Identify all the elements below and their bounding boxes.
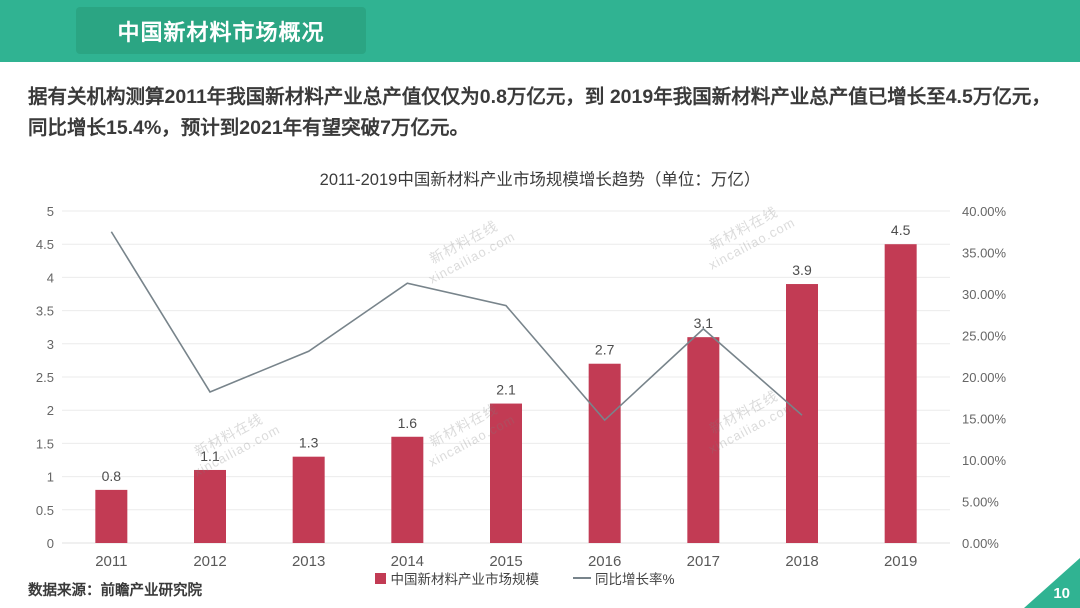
x-axis-tick: 2019 — [884, 553, 917, 570]
bar — [490, 403, 522, 543]
bar-data-label: 2.1 — [496, 382, 516, 398]
y2-axis-tick: 10.00% — [962, 453, 1007, 468]
x-axis-tick: 2016 — [588, 553, 621, 570]
y-axis-tick: 0 — [47, 536, 54, 551]
page-title: 中国新材料市场概况 — [117, 19, 325, 45]
bar-data-label: 1.6 — [398, 415, 418, 431]
y-axis-tick: 3.5 — [36, 304, 54, 319]
bar — [884, 244, 917, 543]
y-axis-tick: 5 — [47, 204, 54, 219]
y2-axis-tick: 0.00% — [962, 536, 999, 551]
intro-paragraph: 据有关机构测算2011年我国新材料产业总产值仅仅为0.8万亿元，到 2019年我… — [28, 86, 1051, 139]
bar-data-label: 3.9 — [792, 262, 812, 278]
y2-axis-tick: 35.00% — [962, 246, 1007, 261]
chart-title: 2011-2019中国新材料产业市场规模增长趋势（单位：万亿） — [319, 171, 761, 189]
y-axis-tick: 2 — [47, 403, 54, 418]
data-source: 数据来源：前瞻产业研究院 — [28, 583, 202, 599]
y2-axis-tick: 5.00% — [962, 495, 999, 510]
bar-series-swatch — [375, 572, 387, 584]
x-axis-tick: 2013 — [292, 553, 325, 570]
y-axis-tick: 4 — [47, 270, 54, 285]
x-axis-tick: 2011 — [95, 553, 127, 570]
page-number: 10 — [1053, 585, 1070, 602]
bar — [687, 337, 720, 543]
y-axis-tick: 1 — [47, 470, 54, 485]
legend-item-bar: 中国新材料产业市场规模 — [375, 568, 539, 588]
x-axis-tick: 2014 — [391, 553, 424, 570]
x-axis-tick: 2015 — [489, 553, 522, 570]
y2-axis-tick: 25.00% — [962, 329, 1007, 344]
y2-axis-tick: 40.00% — [962, 204, 1007, 219]
chart-legend: 中国新材料产业市场规模 同比增长率% — [0, 568, 1050, 588]
x-axis-tick: 2018 — [785, 553, 818, 570]
legend-item-line: 同比增长率% — [572, 568, 675, 588]
bar — [95, 489, 128, 543]
bar-data-label: 2.7 — [595, 342, 615, 358]
bar — [786, 284, 818, 543]
bar — [588, 363, 621, 543]
bar — [194, 469, 226, 543]
growth-line — [110, 231, 803, 422]
bar — [391, 436, 424, 543]
bar-data-label: 1.3 — [299, 435, 319, 451]
x-axis-tick: 2012 — [193, 553, 226, 570]
y2-axis-tick: 20.00% — [962, 370, 1007, 385]
combo-chart: 0 0.5 1 1.5 2 2.5 3 3.5 4 4.5 5 0.00% 5.00% 10.00% 15.… — [0, 195, 1080, 590]
bar-data-label: 0.8 — [102, 468, 122, 484]
legend-line-label: 同比增长率% — [594, 572, 675, 587]
bar-data-label: 4.5 — [891, 222, 911, 238]
y-axis-tick: 0.5 — [36, 503, 54, 518]
bar — [292, 456, 325, 543]
x-axis-tick: 2017 — [687, 553, 720, 570]
line-series-swatch — [572, 577, 591, 579]
y2-axis-tick: 30.00% — [962, 287, 1007, 302]
page-title-box: 中国新材料市场概况 — [76, 7, 366, 54]
bar-data-label: 3.1 — [694, 315, 714, 331]
y-axis-tick: 2.5 — [36, 370, 54, 385]
bar-data-label: 1.1 — [200, 448, 220, 464]
header-bar: 中国新材料市场概况 — [0, 0, 1080, 62]
y-axis-tick: 1.5 — [36, 436, 54, 451]
y-axis-tick: 4.5 — [36, 237, 54, 252]
y2-axis-tick: 15.00% — [962, 412, 1007, 427]
legend-bar-label: 中国新材料产业市场规模 — [390, 572, 539, 587]
y-axis-tick: 3 — [47, 337, 54, 352]
